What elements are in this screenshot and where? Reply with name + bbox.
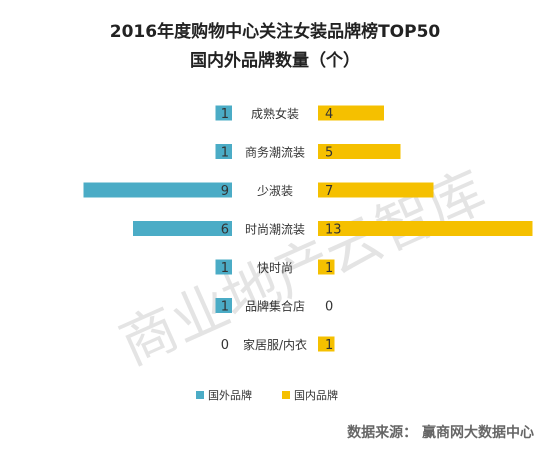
bar-domestic [318,336,335,352]
legend-label-domestic: 国内品牌 [294,388,338,402]
bar-foreign [215,259,232,275]
bar-domestic [318,182,434,198]
value-label-domestic: 0 [325,300,333,315]
value-label-foreign: 9 [221,184,229,199]
value-label-foreign: 1 [221,107,229,122]
legend: 国外品牌 国内品牌 [196,388,338,402]
labels-group: 1 4 成熟女装 1 5 商务潮流装 9 7 少淑装 6 13 时尚潮流装 1 1 快时尚 1 0 品牌集合店 0 1… [221,106,342,353]
category-label: 少淑装 [257,184,293,198]
bar-foreign [133,221,232,236]
bar-foreign [215,144,232,159]
value-label-foreign: 1 [221,261,229,276]
source-note: 数据来源： 赢商网大数据中心 [347,424,534,441]
value-label-domestic: 7 [325,184,333,199]
bar-foreign [215,105,232,121]
category-label: 品牌集合店 [245,299,305,314]
value-label-foreign: 6 [221,223,229,238]
category-label: 家居服/内衣 [243,337,307,352]
chart-subtitle: 国内外品牌数量（个） [190,50,360,71]
legend-swatch-domestic [282,391,290,399]
value-label-domestic: 4 [325,107,333,122]
chart-title: 2016年度购物中心关注女装品牌榜TOP50 [110,21,441,42]
value-label-domestic: 1 [325,261,333,276]
category-label: 时尚潮流装 [245,222,305,237]
bar-foreign [83,182,232,198]
value-label-domestic: 13 [325,223,342,238]
value-label-foreign: 1 [221,300,229,315]
category-label: 快时尚 [257,261,293,275]
legend-swatch-foreign [196,391,204,399]
legend-label-foreign: 国外品牌 [208,388,252,402]
category-label: 成熟女装 [251,106,299,121]
category-label: 商务潮流装 [245,145,305,160]
bar-domestic [318,144,401,159]
value-label-foreign: 1 [221,146,229,161]
bar-domestic [318,221,533,236]
bar-domestic [318,259,335,275]
value-label-foreign: 0 [221,338,229,353]
bar-foreign [215,298,232,313]
value-label-domestic: 5 [325,146,333,161]
bars-group [83,105,533,352]
bar-domestic [318,105,384,121]
value-label-domestic: 1 [325,338,333,353]
